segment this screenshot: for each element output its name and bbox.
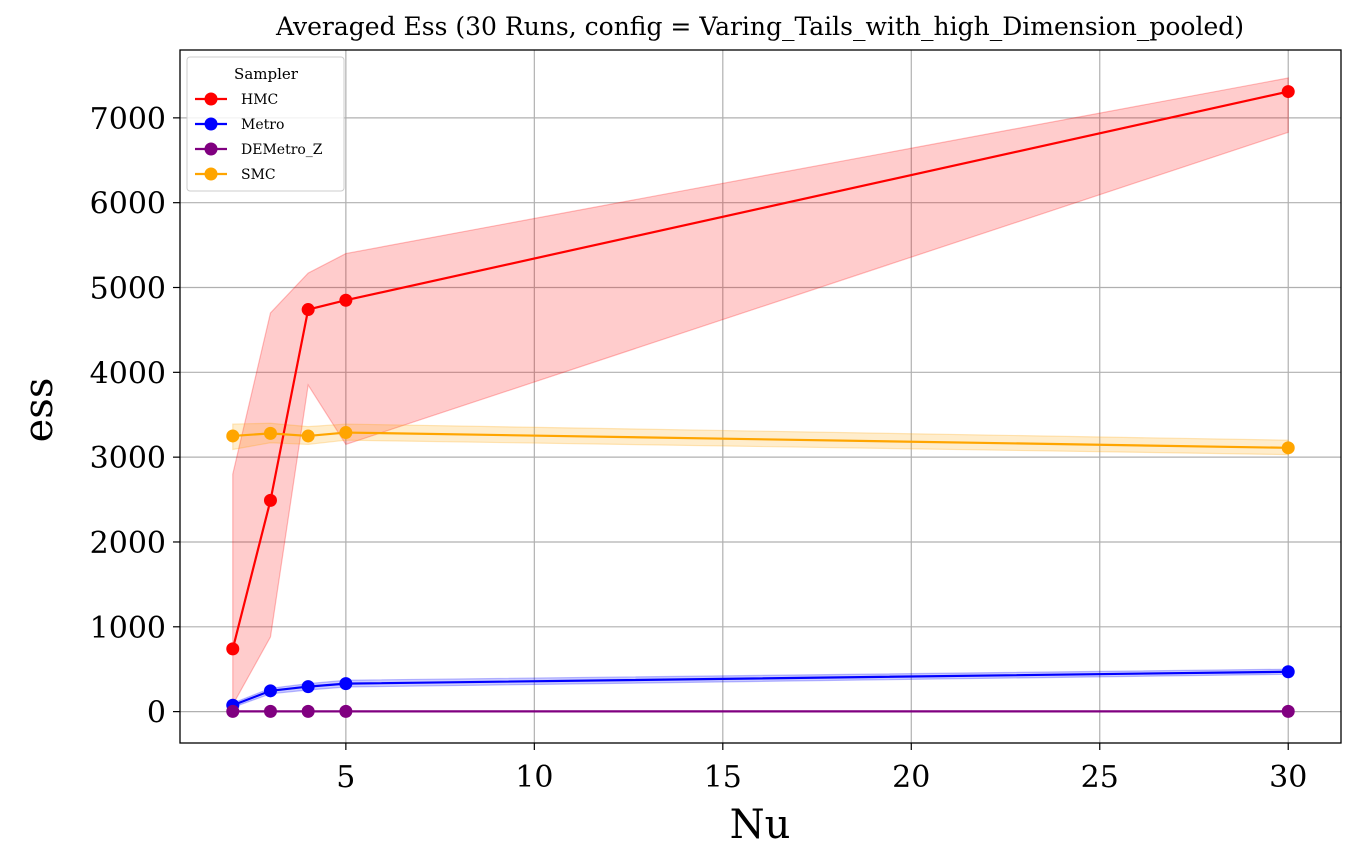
smc-point xyxy=(226,429,240,443)
hmc-band xyxy=(232,77,1289,708)
smc-point xyxy=(339,426,353,440)
smc-point xyxy=(263,426,277,440)
x-tick-label: 30 xyxy=(1269,760,1307,795)
legend-smc-label: SMC xyxy=(241,167,276,183)
y-axis-label: ess xyxy=(16,378,62,443)
x-tick-label: 10 xyxy=(515,760,553,795)
legend-items: HMC Metro DEMetro_Z SMC xyxy=(195,92,323,183)
grid xyxy=(180,50,1341,743)
legend-metro-label: Metro xyxy=(241,117,284,133)
x-tick-label: 20 xyxy=(892,760,930,795)
x-axis-label: Nu xyxy=(730,802,791,848)
legend: Sampler HMC Metro DEMetro_Z SMC xyxy=(186,56,345,192)
y-tick-label: 5000 xyxy=(90,272,166,307)
axis-ticks: 5 10 15 20 25 30 0 1000 2000 3000 4000 5000 6000 7000 xyxy=(90,102,1308,795)
legend-box xyxy=(186,56,345,192)
y-tick-label: 2000 xyxy=(90,526,166,561)
y-tick-label: 6000 xyxy=(90,187,166,222)
plot-frame xyxy=(179,49,1342,744)
x-tick-label: 25 xyxy=(1081,760,1119,795)
demetro-z-point xyxy=(301,704,315,718)
metro-point xyxy=(263,684,277,698)
y-tick-label: 7000 xyxy=(90,102,166,137)
x-tick-label: 5 xyxy=(336,760,355,795)
chart-title: Averaged Ess (30 Runs, config = Varing_T… xyxy=(275,12,1244,41)
legend-demetro-z-label: DEMetro_Z xyxy=(241,142,323,158)
smc-point xyxy=(301,429,315,443)
y-tick-label: 0 xyxy=(147,696,166,731)
legend-smc-marker xyxy=(204,167,218,181)
y-tick-label: 1000 xyxy=(90,611,166,646)
metro-point xyxy=(1281,665,1295,679)
legend-demetro-z-marker xyxy=(204,142,218,156)
metro-point xyxy=(301,680,315,694)
legend-hmc-marker xyxy=(204,92,218,106)
legend-hmc-label: HMC xyxy=(241,92,278,108)
series-points xyxy=(226,85,1295,718)
hmc-point xyxy=(1281,85,1295,99)
y-tick-label: 3000 xyxy=(90,441,166,476)
y-tick-label: 4000 xyxy=(90,356,166,391)
demetro-z-point xyxy=(1281,704,1295,718)
demetro-z-point xyxy=(226,704,240,718)
hmc-point xyxy=(339,293,353,307)
legend-title: Sampler xyxy=(234,65,299,83)
hmc-point xyxy=(263,493,277,507)
legend-metro-marker xyxy=(204,117,218,131)
hmc-point xyxy=(226,642,240,656)
demetro-z-point xyxy=(339,704,353,718)
demetro-z-point xyxy=(263,704,277,718)
hmc-point xyxy=(301,303,315,317)
smc-point xyxy=(1281,441,1295,455)
x-tick-label: 15 xyxy=(704,760,742,795)
metro-point xyxy=(339,677,353,691)
